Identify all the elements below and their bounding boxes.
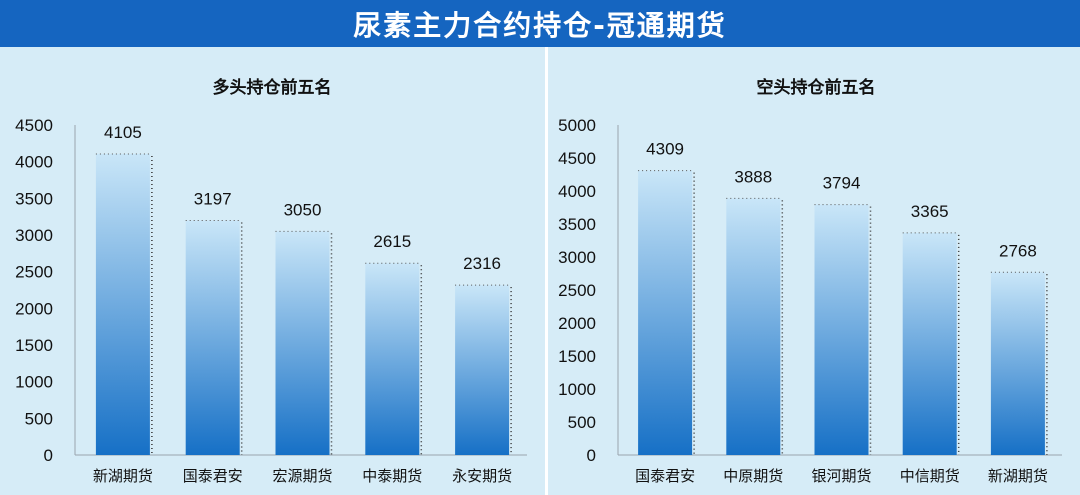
bar bbox=[275, 231, 330, 455]
y-tick-label: 3500 bbox=[558, 215, 596, 234]
y-tick-label: 3000 bbox=[15, 226, 53, 245]
data-label: 4309 bbox=[646, 140, 684, 159]
y-tick-label: 1000 bbox=[558, 380, 596, 399]
chart-title: 多头持仓前五名 bbox=[213, 77, 332, 98]
y-tick-label: 0 bbox=[44, 446, 53, 465]
data-label: 2768 bbox=[999, 241, 1037, 260]
x-tick-label: 国泰君安 bbox=[183, 467, 243, 485]
y-tick-label: 1500 bbox=[15, 336, 53, 355]
x-tick-label: 中原期货 bbox=[723, 467, 783, 485]
y-tick-label: 1000 bbox=[15, 373, 53, 392]
y-tick-label: 4000 bbox=[15, 153, 53, 172]
data-label: 3888 bbox=[734, 167, 772, 186]
y-tick-label: 0 bbox=[587, 446, 596, 465]
x-tick-label: 中信期货 bbox=[900, 467, 960, 485]
short-positions-chart: 空头持仓前五名 0 500 1000 1500 2000 2500 3000 3500 4000… bbox=[558, 77, 1062, 485]
data-label: 2615 bbox=[373, 232, 411, 251]
chart-title: 空头持仓前五名 bbox=[757, 77, 876, 98]
long-positions-chart: 多头持仓前五名 0 500 1000 1500 2000 2500 3000 3500 4000… bbox=[15, 77, 527, 485]
y-tick-label: 4500 bbox=[15, 116, 53, 135]
y-tick-label: 2000 bbox=[15, 299, 53, 318]
y-tick-label: 4500 bbox=[558, 149, 596, 168]
bar bbox=[814, 204, 869, 455]
data-label: 3794 bbox=[823, 174, 861, 193]
bar bbox=[455, 285, 510, 455]
x-tick-label: 新湖期货 bbox=[93, 467, 153, 485]
y-tick-label: 4000 bbox=[558, 182, 596, 201]
y-tick-label: 2500 bbox=[15, 263, 53, 282]
bar bbox=[95, 153, 150, 455]
x-tick-label: 银河期货 bbox=[811, 467, 871, 485]
y-tick-label: 500 bbox=[568, 413, 596, 432]
bar bbox=[638, 170, 693, 455]
x-tick-label: 中泰期货 bbox=[362, 467, 422, 485]
y-tick-label: 3000 bbox=[558, 248, 596, 267]
x-tick-label: 宏源期货 bbox=[272, 467, 332, 485]
y-tick-label: 2000 bbox=[558, 314, 596, 333]
x-tick-label: 国泰君安 bbox=[635, 467, 695, 485]
data-label: 3365 bbox=[911, 202, 949, 221]
bar bbox=[990, 272, 1045, 455]
data-label: 4105 bbox=[104, 123, 142, 142]
bar bbox=[365, 263, 420, 455]
x-tick-label: 新湖期货 bbox=[988, 467, 1048, 485]
y-tick-label: 1500 bbox=[558, 347, 596, 366]
data-label: 3197 bbox=[194, 190, 232, 209]
data-label: 3050 bbox=[284, 200, 322, 219]
header-banner: 尿素主力合约持仓-冠通期货 bbox=[0, 0, 1080, 47]
page-title: 尿素主力合约持仓-冠通期货 bbox=[353, 8, 727, 42]
y-tick-label: 2500 bbox=[558, 281, 596, 300]
y-tick-label: 500 bbox=[25, 409, 53, 428]
x-tick-label: 永安期货 bbox=[452, 467, 512, 485]
bar bbox=[726, 198, 781, 455]
short-positions-chart-panel: 空头持仓前五名 0 500 1000 1500 2000 2500 3000 3500 4000… bbox=[548, 47, 1080, 495]
bar bbox=[902, 232, 957, 455]
bar bbox=[185, 220, 240, 455]
data-label: 2316 bbox=[463, 254, 501, 273]
y-tick-label: 5000 bbox=[558, 116, 596, 135]
long-positions-chart-panel: 多头持仓前五名 0 500 1000 1500 2000 2500 3000 3500 4000… bbox=[0, 47, 545, 495]
y-tick-label: 3500 bbox=[15, 189, 53, 208]
